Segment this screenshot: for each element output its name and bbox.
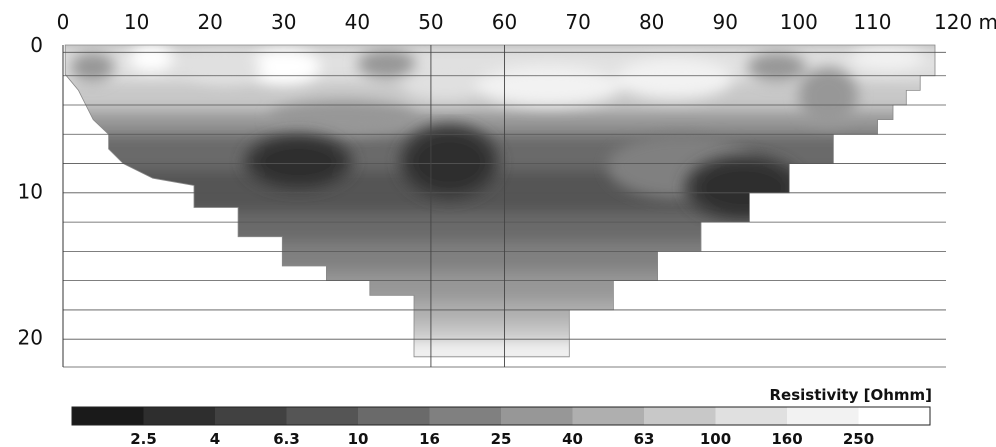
x-tick-label: 100 [780,10,818,34]
y-tick-label: 20 [18,326,43,350]
color-scale-swatch [286,407,359,425]
color-scale-border [71,406,931,426]
color-scale-swatch [858,407,931,425]
color-scale-label: 250 [843,430,874,447]
color-scale-label: 25 [491,430,512,447]
y-axis-tick-labels: 0 10 20 [18,33,43,350]
resistivity-patch [129,45,174,72]
x-tick-label: 0 [57,10,70,34]
x-tick-label: 110 [853,10,891,34]
color-scale-swatch [787,407,859,425]
color-scale-label: 16 [419,430,440,447]
resistivity-patch [188,53,262,84]
x-tick-label: 90 [713,10,738,34]
color-scale-label: 2.5 [130,430,157,447]
color-scale-labels: 2.5 4 6.3 10 16 25 40 63 100 160 250 [130,430,874,447]
x-tick-label: 40 [345,10,370,34]
color-scale-label: 6.3 [273,430,300,447]
x-tick-label: 80 [639,10,664,34]
resistivity-patch [269,100,417,136]
legend-title: Resistivity [Ohmm] [769,386,932,404]
x-tick-label: 30 [271,10,296,34]
color-scale-swatch [143,407,216,425]
color-scale-swatch [715,407,788,425]
x-tick-label: 10 [124,10,149,34]
color-scale-label: 63 [634,430,655,447]
x-tick-label: 20 [197,10,222,34]
color-scale-bar [71,406,931,426]
resistivity-patch [798,66,858,126]
resistivity-patch [70,52,115,82]
x-tick-label: 120 m [934,10,996,34]
color-scale-label: 4 [210,430,220,447]
resistivity-patch [401,65,490,101]
color-scale-swatch [72,407,144,425]
color-scale-swatch [429,407,502,425]
resistivity-patch [357,49,417,79]
resistivity-patch [850,46,924,70]
color-scale-swatch [501,407,573,425]
resistivity-patch [747,52,807,82]
color-scale-swatch [215,407,287,425]
y-tick-label: 10 [18,179,43,203]
color-scale-swatch [358,407,430,425]
x-tick-label: 60 [492,10,517,34]
x-axis-tick-labels: 0 10 20 30 40 50 60 70 80 90 100 110 120 m [57,10,996,34]
grid-lines [62,45,946,368]
color-scale-label: 100 [700,430,731,447]
y-tick-label: 0 [30,33,43,57]
color-scale-swatch [572,407,645,425]
color-scale-label: 10 [348,430,369,447]
color-scale-label: 160 [771,430,802,447]
color-scale-label: 40 [562,430,583,447]
resistivity-patch [475,65,623,107]
x-tick-label: 50 [418,10,443,34]
resistivity-patch [614,58,733,100]
x-tick-label: 70 [565,10,590,34]
conductive-zone [695,162,792,214]
conductive-zone [254,140,343,185]
conductive-zone [408,132,490,192]
color-scale-swatch [644,407,716,425]
